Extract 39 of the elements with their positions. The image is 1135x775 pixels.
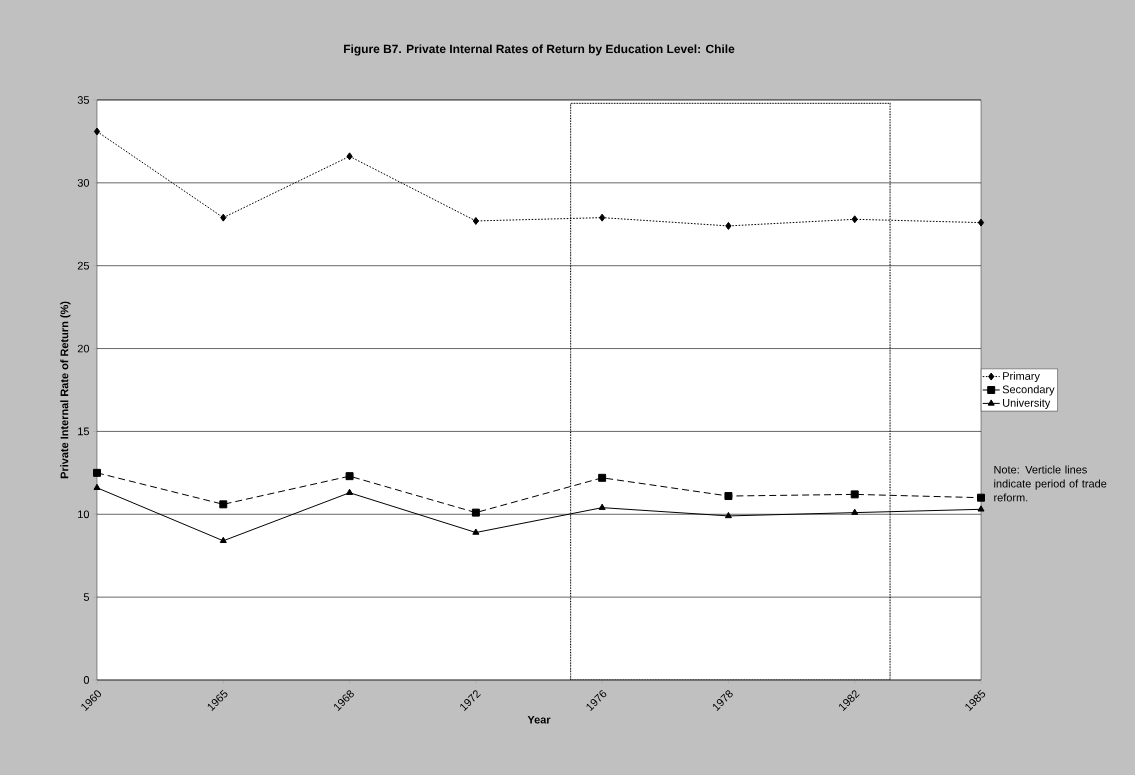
y-tick-label: 15 <box>78 427 90 436</box>
legend-label: Primary <box>1003 371 1040 383</box>
y-axis-title: Private Internal Rate of Return (%) <box>60 301 71 479</box>
y-tick-label: 20 <box>77 344 90 353</box>
point <box>93 127 101 136</box>
y-tick-label: 30 <box>77 178 90 187</box>
point <box>977 493 985 502</box>
point <box>599 213 606 222</box>
point <box>977 505 985 512</box>
point <box>598 503 606 510</box>
legend-label: Secondary <box>1002 385 1055 396</box>
chart-title: Figure B7. Private Internal Rates of Return by Education Level: Chile <box>344 44 735 56</box>
point <box>851 215 858 224</box>
y-tick-label: 35 <box>77 96 90 104</box>
y-tick-label: 10 <box>78 510 90 519</box>
text: Note: Verticle lines indicate period of trade reform. <box>994 465 1107 502</box>
point <box>850 490 859 499</box>
point <box>598 473 607 482</box>
point <box>220 213 227 222</box>
y-tick-label: 25 <box>77 261 90 270</box>
point <box>219 500 228 509</box>
point <box>345 472 354 481</box>
point <box>851 508 859 515</box>
x-axis-title: Year <box>527 715 551 724</box>
point <box>472 528 480 535</box>
point <box>346 152 353 161</box>
legend-label: University <box>1003 398 1051 409</box>
y-tick-label: 5 <box>83 593 90 601</box>
point <box>977 218 985 227</box>
point <box>725 221 732 230</box>
point <box>472 216 479 225</box>
point <box>471 508 480 517</box>
point <box>346 488 354 495</box>
point <box>219 536 227 544</box>
point <box>93 483 101 490</box>
y-tick-label: 0 <box>83 676 90 684</box>
point <box>724 511 732 519</box>
point <box>724 492 733 501</box>
point <box>93 468 101 477</box>
